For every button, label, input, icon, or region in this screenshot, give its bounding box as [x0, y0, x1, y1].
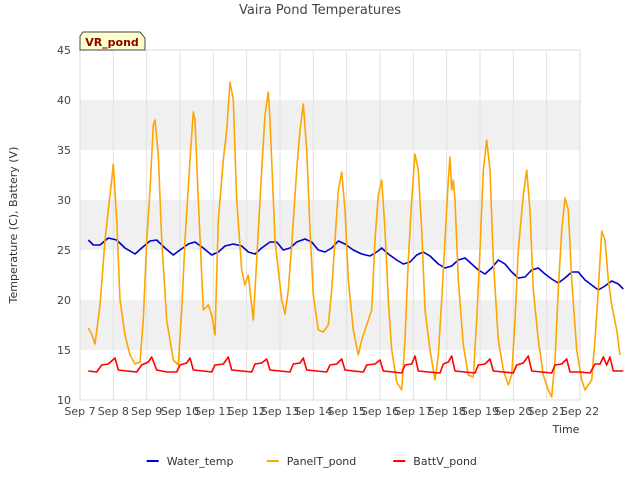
y-tick-label: 30 [57, 194, 71, 207]
x-tick-label: Sep 8 [98, 405, 129, 418]
x-tick-label: Sep 14 [294, 405, 332, 418]
grid-band [80, 200, 580, 250]
grid-band [80, 100, 580, 150]
legend: Water_temp PanelT_pond BattV_pond [146, 455, 477, 468]
x-tick-label: Sep 22 [561, 405, 599, 418]
grid-band [80, 250, 580, 300]
y-tick-label: 40 [57, 94, 71, 107]
x-tick-label: Sep 17 [394, 405, 432, 418]
y-tick-label: 25 [57, 244, 71, 257]
y-tick-label: 45 [57, 44, 71, 57]
station-badge-label: VR_pond [85, 36, 139, 49]
x-tick-label: Sep 9 [131, 405, 162, 418]
grid-bands [80, 50, 580, 400]
series-line-battv-pond [88, 355, 624, 374]
y-axis-label: Temperature (C), Battery (V) [7, 147, 20, 305]
x-tick-label: Sep 18 [428, 405, 466, 418]
y-tick-label: 10 [57, 394, 71, 407]
grid-band [80, 350, 580, 400]
y-tick-label: 20 [57, 294, 71, 307]
y-tick-label: 15 [57, 344, 71, 357]
series-line-water-temp [87, 237, 624, 291]
series-layer [87, 81, 624, 398]
x-tick-label: Sep 19 [461, 405, 499, 418]
station-badge: VR_pond [79, 31, 146, 51]
series-line-panelt-pond [87, 81, 621, 398]
y-tick-label: 35 [57, 144, 71, 157]
grid-band [80, 50, 580, 100]
plot-frame [79, 49, 581, 401]
x-tick-label: Sep 15 [328, 405, 366, 418]
x-tick-label: Sep 11 [194, 405, 232, 418]
x-tick-label: Sep 21 [528, 405, 566, 418]
x-tick-label: Sep 7 [64, 405, 95, 418]
grid-band [80, 150, 580, 200]
x-tick-label: Sep 20 [494, 405, 532, 418]
x-tick-label: Sep 10 [161, 405, 199, 418]
legend-label-water-temp: Water_temp [167, 455, 234, 468]
y-axis-ticks: 10 15 20 25 30 35 40 45 [57, 44, 71, 407]
x-tick-label: Sep 12 [228, 405, 266, 418]
legend-label-battv-pond: BattV_pond [413, 455, 477, 468]
x-tick-label: Sep 13 [261, 405, 299, 418]
x-tick-label: Sep 16 [361, 405, 399, 418]
x-axis-label: Time [552, 423, 580, 436]
chart-title: Vaira Pond Temperatures [239, 3, 401, 18]
legend-label-panelt-pond: PanelT_pond [287, 455, 357, 468]
